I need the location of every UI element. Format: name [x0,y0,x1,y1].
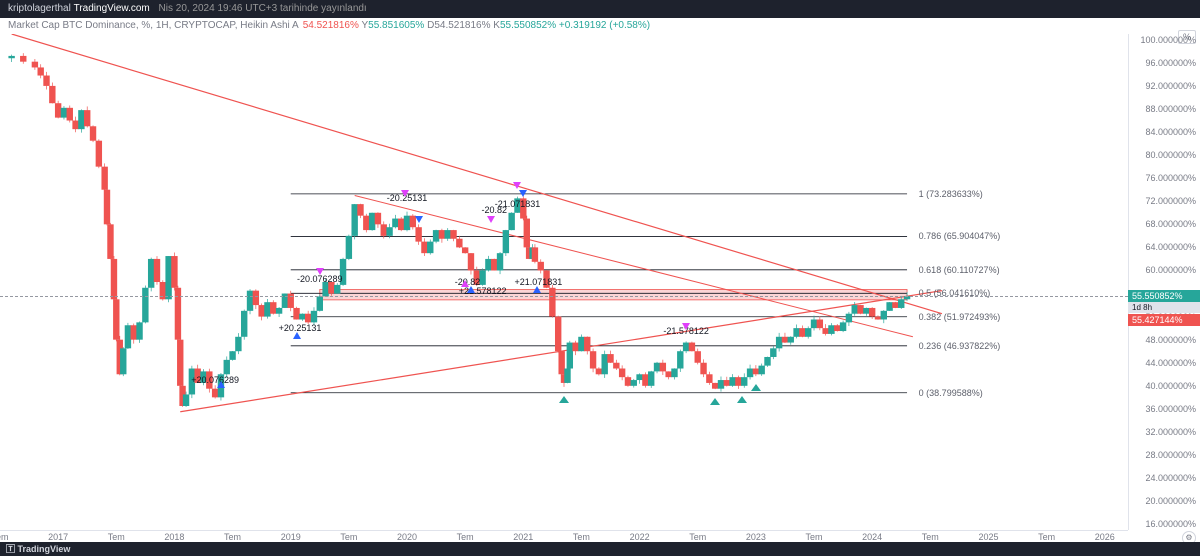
chart-svg [0,34,1128,530]
x-tick: 2025 [978,532,998,542]
arrow-icon [519,190,527,197]
x-tick: 2024 [862,532,882,542]
x-tick: Tem [573,532,590,542]
ohlc-open-label: A [292,20,299,31]
entry-marker-icon [737,396,747,403]
y-tick: 92.000000% [1145,81,1196,91]
x-tick: 2018 [164,532,184,542]
ohlc-change: +0.319192 (+0.58%) [559,20,650,31]
y-tick: 64.000000% [1145,242,1196,252]
x-tick: Tem [806,532,823,542]
y-tick: 28.000000% [1145,450,1196,460]
arrow-icon [415,216,423,223]
chart-area[interactable]: 1 (73.283633%) 0.786 (65.904047%) 0.618 (6… [0,34,1128,530]
annotation-label: -20.076289 [297,274,343,284]
fib-label: 0 (38.799588%) [919,388,983,398]
x-tick: 2026 [1095,532,1115,542]
arrow-icon [293,332,301,339]
x-tick: Tem [922,532,939,542]
x-tick: Tem [108,532,125,542]
y-tick: 76.000000% [1145,173,1196,183]
footer: 🅃 TradingView [0,542,1200,556]
ohlc-low: 54.521816% [434,20,490,31]
fib-label: 1 (73.283633%) [919,189,983,199]
publish-timestamp: Nis 20, 2024 19:46 UTC+3 tarihinde yayın… [159,3,367,14]
arrow-icon [401,190,409,197]
symbol-bar: Market Cap BTC Dominance, %, 1H, CRYPTOC… [0,18,1200,34]
x-tick: Tem [689,532,706,542]
annotation-label: +20.076289 [191,375,239,385]
y-tick: 16.000000% [1145,519,1196,529]
ohlc-open: 54.521816% [303,20,359,31]
fib-label: 0.5 (56.041610%) [919,288,991,298]
arrow-icon [217,381,225,388]
y-tick: 60.000000% [1145,265,1196,275]
symbol-desc: Market Cap BTC Dominance, %, 1H, CRYPTOC… [8,20,290,31]
y-tick: 96.000000% [1145,58,1196,68]
arrow-icon [682,323,690,330]
y-tick: 72.000000% [1145,196,1196,206]
y-tick: 68.000000% [1145,219,1196,229]
y-tick: 48.000000% [1145,335,1196,345]
fib-label: 0.618 (60.110727%) [919,265,1000,275]
arrow-icon [533,286,541,293]
y-tick: 40.000000% [1145,381,1196,391]
x-tick: 2017 [48,532,68,542]
fib-label: 0.382 (51.972493%) [919,312,1001,322]
price-tag: 55.550852% [1128,290,1200,302]
entry-marker-icon [559,396,569,403]
username: kriptolagerthal [8,3,71,14]
x-tick: 2023 [746,532,766,542]
arrow-icon [316,268,324,275]
x-tick: 2022 [630,532,650,542]
entry-marker-icon [751,384,761,391]
y-axis[interactable]: % 100.000000%96.000000%92.000000%88.0000… [1128,34,1200,530]
price-tag: 1d 8h [1128,302,1200,313]
ohlc-high: 55.851605% [368,20,424,31]
y-tick: 36.000000% [1145,404,1196,414]
y-tick: 20.000000% [1145,496,1196,506]
y-tick: 32.000000% [1145,427,1196,437]
price-tag: 55.427144% [1128,314,1200,326]
tradingview-logo: 🅃 TradingView [6,544,70,554]
ohlc-close-label: K [493,20,500,31]
x-tick: 2021 [513,532,533,542]
site-name: TradingView.com [74,3,150,14]
entry-marker-icon [710,398,720,405]
y-tick: 100.000000% [1140,35,1196,45]
arrow-icon [513,182,521,189]
x-tick: 2020 [397,532,417,542]
fib-label: 0.786 (65.904047%) [919,231,1001,241]
annotation-label: -21.071831 [495,199,541,209]
x-tick: Tem [457,532,474,542]
y-tick: 84.000000% [1145,127,1196,137]
x-tick: Tem [0,532,9,542]
ohlc-close: 55.550852% [500,20,556,31]
y-tick: 44.000000% [1145,358,1196,368]
header-bar: kriptolagerthal TradingView.com Nis 20, … [0,0,1200,18]
x-tick: Tem [224,532,241,542]
x-tick: Tem [1038,532,1055,542]
y-tick: 80.000000% [1145,150,1196,160]
x-tick: 2019 [281,532,301,542]
arrow-icon [487,216,495,223]
arrow-icon [467,286,475,293]
x-tick: Tem [340,532,357,542]
y-tick: 24.000000% [1145,473,1196,483]
fib-label: 0.236 (46.937822%) [919,341,1001,351]
y-tick: 88.000000% [1145,104,1196,114]
